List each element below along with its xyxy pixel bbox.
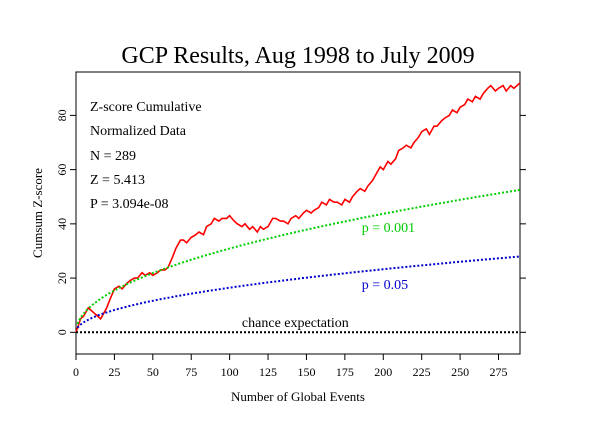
- stats-line-4: Z = 5.413: [90, 173, 145, 188]
- series-label-3: chance expectation: [242, 316, 349, 331]
- x-tick-label: 250: [451, 365, 469, 379]
- series-label-2: p = 0.05: [362, 278, 408, 293]
- x-tick-label: 100: [221, 365, 239, 379]
- stats-line-1: Z-score Cumulative: [90, 100, 202, 115]
- x-tick-label: 200: [374, 365, 392, 379]
- x-tick-label: 150: [297, 365, 315, 379]
- x-tick-label: 125: [259, 365, 277, 379]
- y-tick-label: 80: [55, 109, 69, 121]
- x-tick-label: 75: [185, 365, 197, 379]
- x-tick-label: 175: [336, 365, 354, 379]
- x-axis-label: Number of Global Events: [231, 389, 365, 404]
- y-tick-label: 0: [55, 329, 69, 335]
- stats-line-3: N = 289: [90, 149, 136, 164]
- x-tick-label: 225: [413, 365, 431, 379]
- x-tick-label: 0: [73, 365, 79, 379]
- chart-title: GCP Results, Aug 1998 to July 2009: [121, 43, 474, 69]
- series-line-1: [76, 188, 521, 325]
- y-axis-label: Cumsum Z-score: [30, 168, 45, 258]
- series-label-1: p = 0.001: [362, 221, 415, 236]
- axis-ticks: 0 25 50 75 100 125 150 175 200 225 250 275 0 20 40 60 80: [55, 109, 526, 379]
- series-labels: p = 0.001 p = 0.05 chance expectation: [242, 221, 415, 331]
- x-tick-label: 25: [108, 365, 120, 379]
- plot-frame: [75, 71, 521, 355]
- y-tick-label: 60: [55, 164, 69, 176]
- series-line-2: [76, 255, 521, 329]
- stats-line-2: Normalized Data: [90, 124, 187, 139]
- stats-line-5: P = 3.094e-08: [90, 197, 169, 212]
- x-tick-label: 275: [489, 365, 507, 379]
- y-tick-label: 40: [55, 218, 69, 230]
- stats-legend: Z-score Cumulative Normalized Data N = 2…: [90, 100, 202, 212]
- x-tick-label: 50: [147, 365, 159, 379]
- y-tick-label: 20: [55, 272, 69, 284]
- chart-series: [75, 82, 521, 334]
- series-line-0: [75, 82, 521, 333]
